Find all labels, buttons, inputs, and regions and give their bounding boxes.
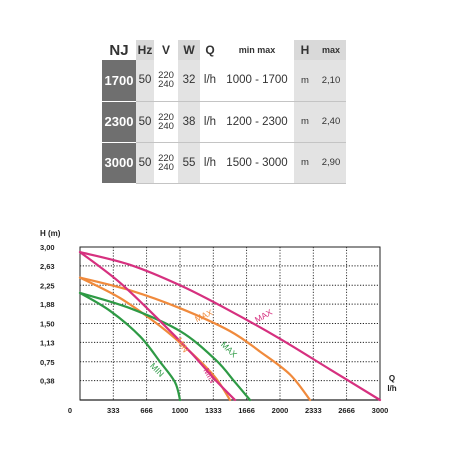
x-tick-label: 2666 <box>338 406 355 415</box>
model-cell: 1700 <box>102 60 136 102</box>
table-row: 3000 50 220 240 55 l/h 1500 - 3000 m 2,90 <box>102 142 346 184</box>
y-axis-title: H (m) <box>40 229 61 238</box>
flow-unit-cell: l/h <box>200 142 220 184</box>
header-head-sub: max <box>316 40 346 60</box>
x-tick-label: 3000 <box>372 406 389 415</box>
series-curve <box>78 291 182 402</box>
header-flow: Q <box>205 43 215 57</box>
freq-cell: 50 <box>136 101 154 143</box>
x-tick-label: 1000 <box>172 406 189 415</box>
y-tick-label: 3,00 <box>40 243 55 252</box>
series-label: MIN <box>148 361 166 379</box>
y-tick-label: 2,25 <box>40 281 55 290</box>
chart-svg: 0 333 666 1000 1333 1666 2000 2333 2666 3000 0,38 0… <box>40 229 397 415</box>
volt-a: 220 <box>158 152 174 164</box>
table-row: 1700 50 220 240 32 l/h 1000 - 1700 m 2,10 <box>102 60 346 102</box>
y-tick-label: 1,50 <box>40 320 55 329</box>
freq-cell: 50 <box>136 60 154 102</box>
series-label: MAX <box>219 339 239 359</box>
y-tick-label: 2,63 <box>40 262 55 271</box>
model-cell: 2300 <box>102 101 136 143</box>
x-tick-label: 1666 <box>238 406 255 415</box>
pump-curve-chart: 0 333 666 1000 1333 1666 2000 2333 2666 3000 0,38 0… <box>0 220 452 452</box>
head-max-cell: 2,90 <box>316 142 346 184</box>
header-flow-range: min max <box>238 45 276 55</box>
y-tick-label: 1,13 <box>40 338 55 347</box>
flow-range-cell: 1500 - 3000 <box>220 142 294 184</box>
x-axis-title: Q <box>389 374 395 383</box>
head-unit-cell: m <box>294 101 316 143</box>
series-label: MAX <box>253 307 274 325</box>
table-row: 2300 50 220 240 38 l/h 1200 - 2300 m 2,40 <box>102 101 346 143</box>
head-max-cell: 2,40 <box>316 101 346 143</box>
x-tick-label: 666 <box>140 406 153 415</box>
flow-unit-cell: l/h <box>200 60 220 102</box>
x-axis-unit: l/h <box>387 384 396 393</box>
series-curve <box>78 291 252 402</box>
header-model: NJ <box>109 41 129 59</box>
volt-a: 220 <box>158 70 174 82</box>
x-tick-label: 1333 <box>205 406 222 415</box>
y-tick-label: 0,75 <box>40 358 55 367</box>
spec-table: NJ Hz V W Q min max H max 1700 50 220 240… <box>102 40 346 184</box>
power-cell: 38 <box>178 101 200 143</box>
table-header-row: NJ Hz V W Q min max H max <box>102 40 346 60</box>
y-tick-label: 0,38 <box>40 377 55 386</box>
x-tick-label: 2333 <box>305 406 322 415</box>
model-cell: 3000 <box>102 142 136 184</box>
flow-unit-cell: l/h <box>200 101 220 143</box>
head-unit-cell: m <box>294 142 316 184</box>
freq-cell: 50 <box>136 142 154 184</box>
series-curve <box>78 276 232 402</box>
volt-b: 240 <box>158 79 174 91</box>
x-tick-label: 333 <box>107 406 120 415</box>
volt-b: 240 <box>158 161 174 173</box>
y-tick-label: 1,88 <box>40 300 55 309</box>
volt-cell: 220 240 <box>154 142 178 184</box>
header-volt: V <box>161 43 170 57</box>
x-tick-label: 2000 <box>272 406 289 415</box>
header-power: W <box>178 40 200 60</box>
x-tick-label: 0 <box>68 406 72 415</box>
volt-b: 240 <box>158 120 174 132</box>
volt-cell: 220 240 <box>154 60 178 102</box>
series-curve <box>78 251 382 402</box>
head-max-cell: 2,10 <box>316 60 346 102</box>
head-unit-cell: m <box>294 60 316 102</box>
flow-range-cell: 1200 - 2300 <box>220 101 294 143</box>
volt-cell: 220 240 <box>154 101 178 143</box>
series-label: MIN <box>201 366 217 385</box>
volt-a: 220 <box>158 111 174 123</box>
header-freq: Hz <box>136 40 154 60</box>
flow-range-cell: 1000 - 1700 <box>220 60 294 102</box>
power-cell: 55 <box>178 142 200 184</box>
header-head: H <box>294 40 316 60</box>
series-curve <box>78 251 237 402</box>
power-cell: 32 <box>178 60 200 102</box>
